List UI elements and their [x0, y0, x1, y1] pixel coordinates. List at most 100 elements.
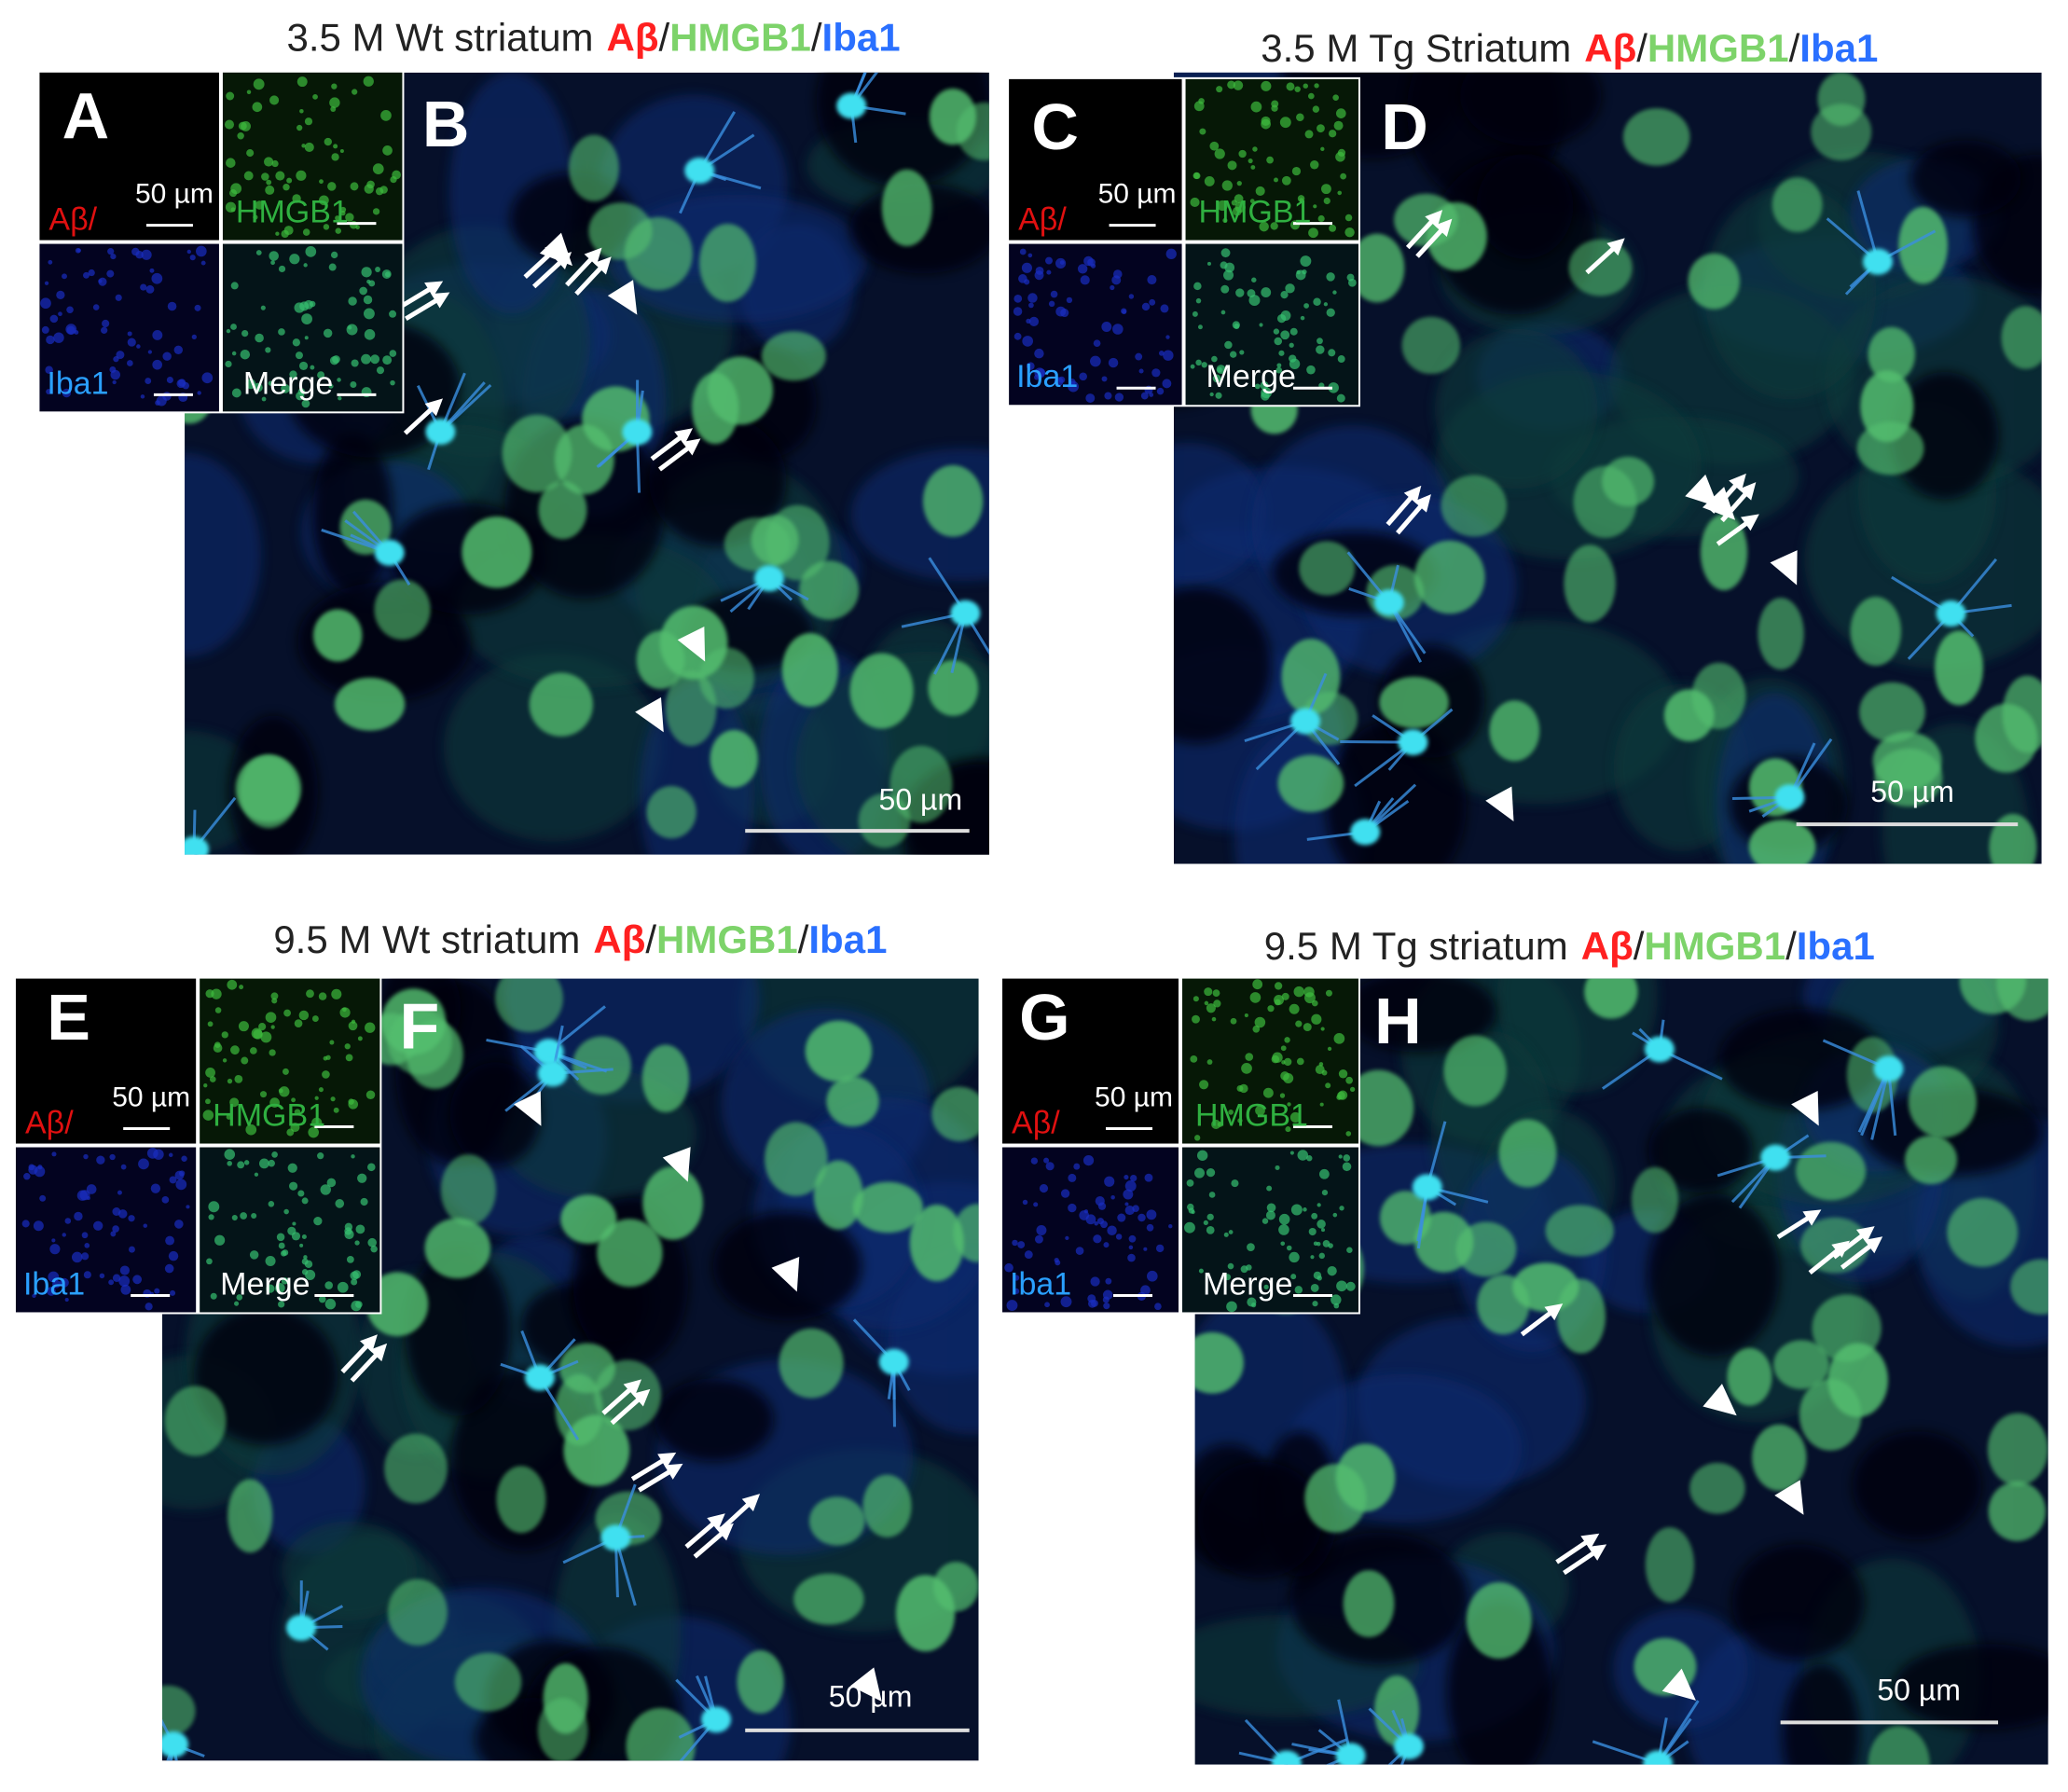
channel-dot — [333, 1107, 339, 1113]
channel-dot — [62, 388, 72, 398]
nucleus — [1374, 1675, 1420, 1746]
channel-dot — [1117, 1213, 1126, 1222]
channel-dot — [1190, 197, 1200, 208]
channel-dot — [1317, 1203, 1321, 1207]
channel-dot — [1276, 363, 1282, 368]
channel-dot — [275, 171, 285, 181]
channel-dot — [299, 1243, 304, 1248]
channel-dot — [1260, 380, 1269, 390]
channel-dot — [1220, 284, 1230, 294]
scale-label: 50 µm — [829, 1679, 913, 1713]
channel-dot — [303, 263, 308, 268]
abeta-channel — [39, 72, 219, 241]
channel-dot — [308, 1126, 319, 1138]
channel-dot — [1321, 184, 1331, 195]
channel-dot — [1044, 1302, 1050, 1308]
nucleus — [2001, 306, 2042, 369]
inset-label: Merge — [243, 365, 333, 401]
channel-dot — [1278, 350, 1285, 356]
channel-dot — [1094, 1221, 1098, 1226]
nucleus — [1859, 682, 1925, 742]
nucleus — [440, 1154, 496, 1226]
channel-dot — [298, 361, 309, 371]
nucleus — [1989, 813, 2037, 864]
channel-dot — [320, 1184, 331, 1195]
title-part: / — [645, 917, 656, 961]
channel-dot — [1096, 1218, 1104, 1225]
channel-dot — [99, 1273, 105, 1279]
channel-dot — [351, 1301, 362, 1312]
channel-dot — [1093, 1234, 1102, 1244]
channel-dot — [1320, 146, 1325, 151]
nucleus — [1727, 1347, 1772, 1406]
channel-dot — [145, 378, 152, 384]
channel-dot — [278, 1242, 285, 1249]
channel-dot — [145, 284, 155, 294]
channel-dot — [313, 1216, 323, 1226]
title-part: / — [1789, 26, 1800, 70]
channel-dot — [1230, 1017, 1237, 1025]
channel-dot — [161, 1196, 170, 1204]
channel-dot — [92, 304, 100, 310]
channel-dot — [1252, 979, 1263, 990]
channel-dot — [1124, 1205, 1135, 1216]
channel-dot — [1127, 1253, 1136, 1262]
channel-dot — [304, 336, 309, 340]
channel-dot — [328, 383, 334, 389]
channel-dot — [392, 170, 401, 180]
abeta-channel — [1002, 978, 1179, 1144]
channel-dot — [1250, 165, 1256, 170]
channel-dot — [1234, 323, 1240, 329]
channel-dot — [225, 201, 237, 213]
channel-dot — [1149, 298, 1156, 306]
channel-dot — [361, 267, 372, 278]
channel-dot — [1184, 1221, 1195, 1234]
channel-dot — [1289, 1151, 1294, 1155]
channel-dot — [237, 132, 244, 140]
channel-dot — [202, 1110, 214, 1121]
channel-dot — [1283, 1057, 1292, 1067]
channel-dot — [309, 300, 316, 308]
dark-region — [1476, 153, 1574, 259]
dark-region — [654, 1378, 774, 1462]
nucleus — [781, 632, 838, 708]
arrow-head — [424, 398, 444, 417]
arrowhead — [1703, 487, 1736, 520]
channel-dot — [1274, 982, 1283, 990]
channel-dot — [1028, 302, 1034, 309]
nucleus — [1631, 1166, 1678, 1234]
nucleus — [569, 134, 619, 201]
channel-dot — [265, 1255, 276, 1266]
channel-dot — [1261, 287, 1272, 298]
channel-dot — [146, 1148, 159, 1159]
channel-dot — [345, 1054, 353, 1062]
channel-dot — [64, 1297, 69, 1303]
channel-dot — [62, 1233, 66, 1237]
channel-dot — [64, 1218, 72, 1224]
nucleus — [374, 579, 431, 641]
channel-dot — [1297, 1150, 1309, 1161]
channel-dot — [152, 359, 162, 370]
channel-dot — [357, 1173, 367, 1183]
channel-dot — [351, 359, 359, 367]
channel-dot — [366, 279, 371, 284]
inset-label: Aβ/ — [25, 1106, 74, 1141]
channel-dot — [1228, 1110, 1234, 1115]
microglia — [1643, 1750, 1674, 1765]
channel-dot — [1034, 367, 1045, 379]
microglia — [600, 1524, 631, 1551]
arrow — [1808, 1240, 1850, 1275]
channel-dot — [1287, 1102, 1291, 1107]
nucleus — [707, 356, 774, 425]
channel-dot — [1054, 1257, 1059, 1263]
channel-dot — [1289, 1251, 1300, 1263]
channel-dot — [290, 1123, 300, 1133]
arrow-head — [1434, 218, 1453, 237]
nucleus — [1868, 326, 1915, 382]
channel-dot — [210, 1292, 217, 1300]
channel-dot — [1137, 1213, 1146, 1222]
channel-dot — [1087, 258, 1096, 267]
arrowhead — [662, 1147, 691, 1182]
channel-dot — [208, 1201, 220, 1213]
channel-dot — [324, 1281, 333, 1289]
